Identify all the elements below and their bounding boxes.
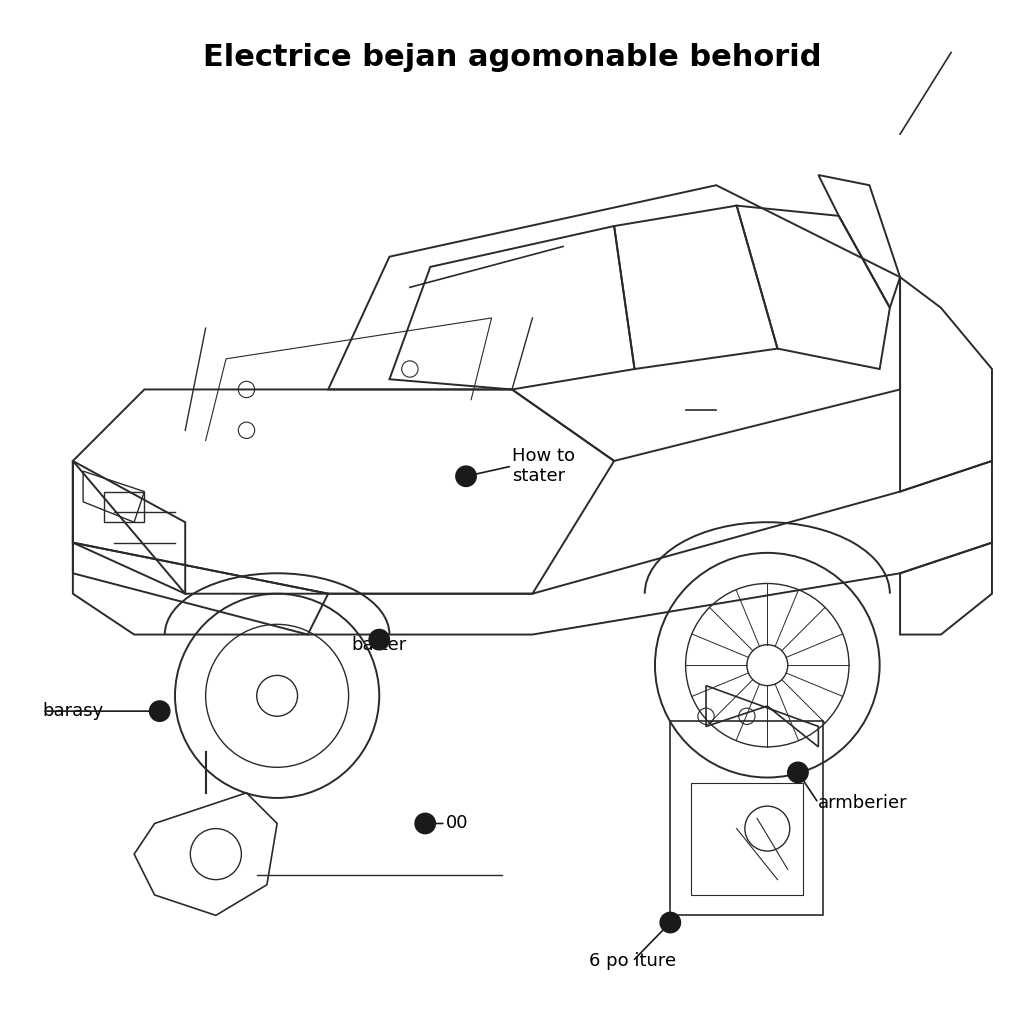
Circle shape	[369, 630, 389, 650]
Circle shape	[456, 466, 476, 486]
Text: Electrice bejan agomonable behorid: Electrice bejan agomonable behorid	[203, 43, 821, 72]
Circle shape	[415, 813, 435, 834]
Circle shape	[787, 762, 808, 782]
Circle shape	[660, 912, 681, 933]
Text: armberier: armberier	[818, 794, 908, 812]
Text: barasy: barasy	[42, 702, 103, 720]
Text: batter: batter	[351, 636, 407, 653]
Text: How to
stater: How to stater	[512, 446, 575, 485]
Text: 6 po iture: 6 po iture	[589, 952, 676, 971]
Text: 00: 00	[445, 814, 468, 833]
Bar	[103, 492, 144, 522]
Circle shape	[150, 700, 170, 721]
